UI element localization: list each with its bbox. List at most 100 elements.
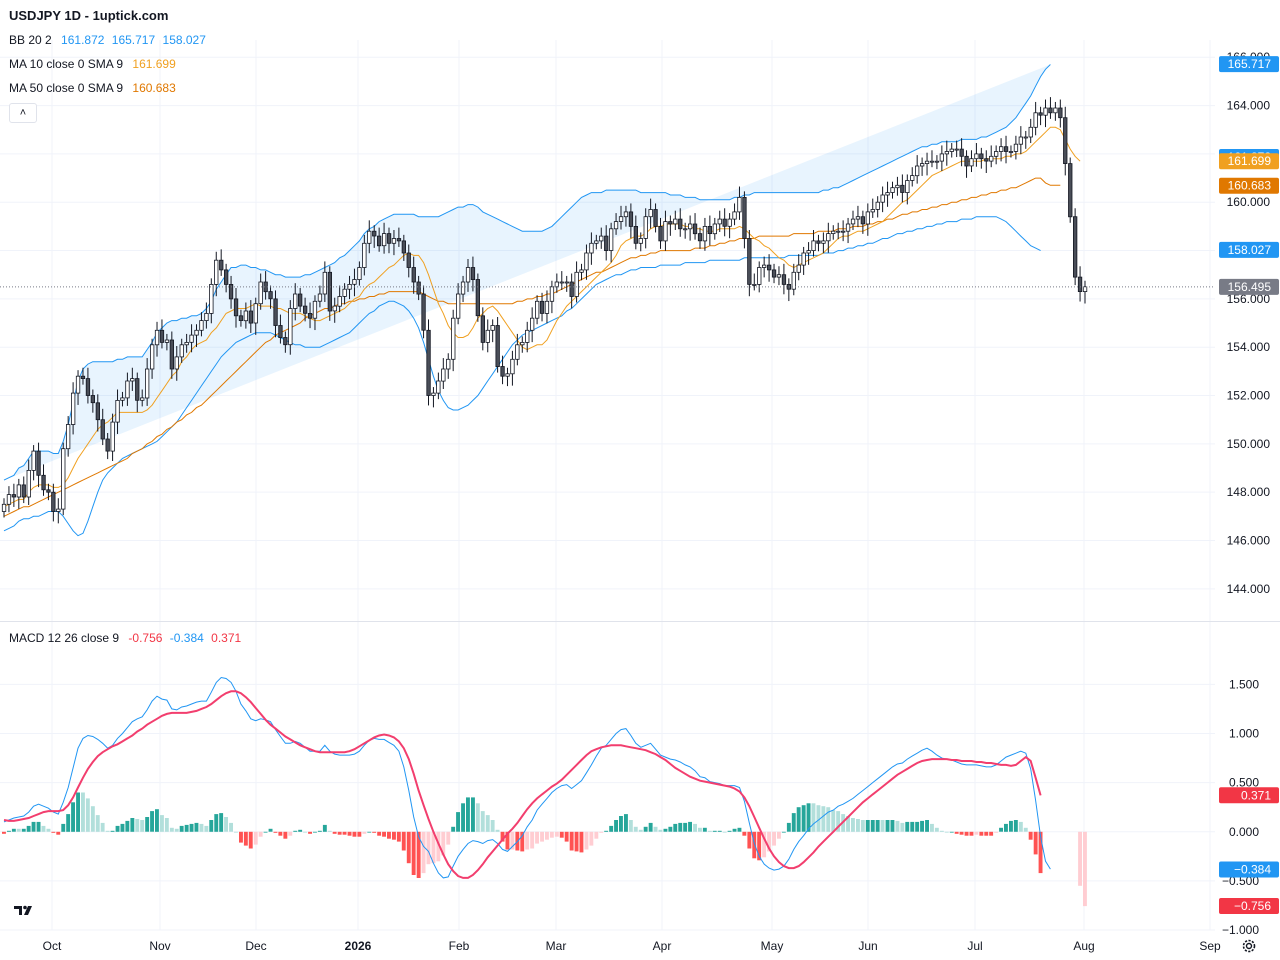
candle	[243, 302, 249, 329]
price-axis[interactable]: 144.000 146.000 148.000 150.000 152.000 154.0…	[1227, 50, 1271, 596]
gear-icon[interactable]	[1240, 937, 1258, 955]
candle-body	[1043, 107, 1048, 116]
macd-histogram-bar	[574, 831, 579, 852]
macd-histogram-bar	[520, 831, 525, 852]
macd-histogram-bar	[406, 831, 411, 864]
candle-body	[66, 424, 71, 450]
tradingview-logo-icon[interactable]	[10, 898, 38, 922]
candle	[209, 278, 214, 324]
candle	[470, 256, 476, 292]
candle	[273, 290, 278, 338]
macd-histogram-bar	[51, 831, 56, 833]
macd-histogram-bar	[174, 828, 179, 832]
macd-histogram-bar	[308, 831, 312, 834]
macd-histogram-bar	[865, 820, 870, 832]
macd-histogram-bar	[658, 829, 663, 832]
candle-body	[845, 223, 851, 232]
macd-histogram-bar	[831, 810, 836, 832]
candle-body	[441, 368, 446, 382]
candle-body	[233, 298, 239, 317]
candle-body	[135, 378, 140, 401]
macd-histogram-bar	[653, 826, 658, 832]
candle	[885, 181, 890, 207]
macd-histogram-bar	[367, 831, 372, 833]
macd-histogram-bar	[1009, 820, 1013, 832]
macd-histogram-bar	[540, 831, 544, 842]
candle-body	[618, 216, 624, 222]
time-axis[interactable]: Oct Nov Dec 2026 Feb Mar Apr May Jun Jul Aug Sep	[43, 939, 1221, 953]
macd-histogram-bar	[327, 830, 332, 832]
candle	[1, 498, 7, 518]
candle	[322, 261, 328, 303]
macd-histogram-bar	[510, 831, 515, 850]
candle-body	[159, 329, 165, 343]
candle	[505, 367, 510, 387]
candle-body	[722, 218, 727, 227]
candle-body	[1073, 216, 1078, 278]
candle	[352, 268, 357, 297]
candle-body	[401, 240, 407, 254]
macd-histogram-bar	[609, 825, 614, 832]
macd-tag: 0.371	[1219, 787, 1279, 804]
candle	[535, 295, 540, 325]
candle-body	[826, 233, 831, 242]
legend-ma10[interactable]: MA 10 close 0 SMA 9 161.699	[9, 57, 180, 71]
macd-histogram-bar	[85, 798, 90, 832]
macd-histogram-bar	[278, 831, 283, 836]
macd-histogram-bar	[362, 831, 367, 834]
candle	[1013, 135, 1019, 160]
candle-body	[594, 240, 599, 244]
candle	[826, 222, 831, 253]
candle	[31, 445, 36, 481]
macd-histogram-bar	[826, 807, 831, 832]
legend-collapse-button[interactable]: ˄	[9, 103, 37, 123]
candle-body	[613, 221, 619, 230]
candle	[845, 217, 851, 244]
price-tag-text: 160.683	[1228, 179, 1272, 193]
price-tick-label: 152.000	[1227, 389, 1271, 403]
candle-body	[451, 317, 456, 360]
candle-body	[1038, 112, 1043, 116]
legend-bb[interactable]: BB 20 2 161.872 165.717 158.027	[9, 33, 210, 47]
candle-body	[929, 160, 935, 163]
macd-histogram-bar	[712, 830, 717, 832]
legend-macd[interactable]: MACD 12 26 close 9 -0.756 -0.384 0.371	[9, 631, 245, 645]
candle-body	[609, 228, 614, 251]
candle-body	[95, 402, 100, 421]
candle	[989, 145, 994, 168]
macd-histogram-bar	[915, 821, 920, 832]
macd-histogram-bar	[693, 823, 697, 832]
macd-histogram-bar	[821, 806, 826, 832]
macd-histogram-bar	[303, 831, 307, 833]
legend-ma50-label: MA 50 close 0 SMA 9	[9, 81, 124, 95]
candle-body	[1, 503, 7, 512]
price-tag-text: 158.027	[1228, 243, 1272, 257]
candle	[900, 174, 905, 203]
candle	[850, 210, 856, 231]
candle	[1048, 97, 1053, 119]
macd-histogram-bar	[796, 807, 801, 832]
candle	[238, 309, 244, 327]
price-tag-bg	[1219, 177, 1279, 194]
candle-body	[1063, 117, 1068, 164]
macd-histogram-bar	[604, 830, 609, 832]
candle	[836, 222, 841, 240]
candle-body	[658, 225, 663, 242]
price-tick-label: 148.000	[1227, 485, 1271, 499]
candle-body	[446, 358, 451, 370]
time-axis-label: Dec	[245, 939, 266, 953]
candle	[683, 222, 688, 239]
candle-body	[357, 267, 362, 281]
legend-ma50[interactable]: MA 50 close 0 SMA 9 160.683	[9, 81, 180, 95]
macd-histogram-bar	[11, 828, 16, 832]
candle-body	[707, 225, 712, 234]
legend-bb-upper: 165.717	[111, 33, 156, 47]
macd-histogram-bar	[594, 831, 599, 839]
candle-body	[742, 196, 747, 239]
candle-body	[895, 184, 900, 189]
candle	[697, 227, 703, 249]
candle-body	[248, 310, 254, 324]
macd-histogram-bar	[322, 824, 327, 832]
